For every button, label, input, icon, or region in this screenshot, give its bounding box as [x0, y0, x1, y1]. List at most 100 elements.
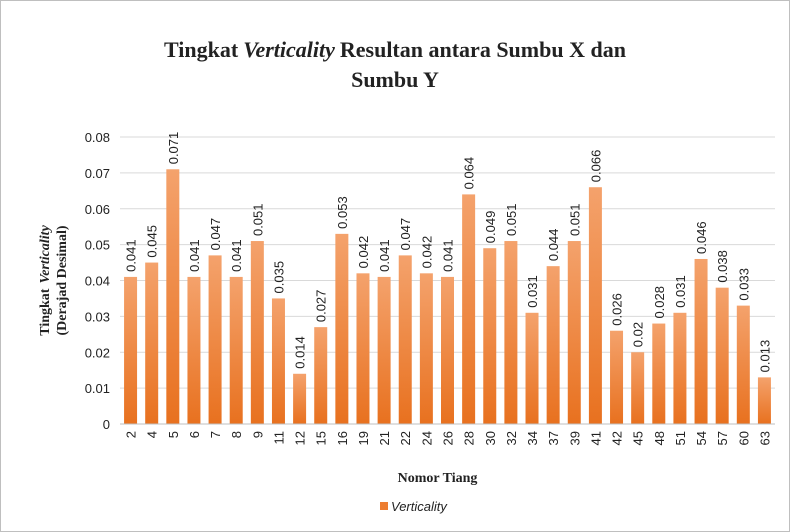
- data-label: 0.046: [694, 221, 709, 254]
- y-tick-label: 0: [103, 417, 110, 432]
- data-label: 0.027: [314, 290, 329, 323]
- data-label: 0.042: [419, 236, 434, 269]
- data-label: 0.038: [715, 250, 730, 283]
- data-label: 0.047: [398, 218, 413, 251]
- x-tick-label: 48: [652, 431, 667, 445]
- data-label: 0.013: [757, 340, 772, 373]
- x-tick-label: 42: [610, 431, 625, 445]
- bar: [567, 241, 581, 424]
- bar: [441, 276, 454, 424]
- x-tick-label: 24: [419, 431, 434, 445]
- bar: [483, 248, 497, 424]
- bar: [250, 241, 264, 424]
- data-label: 0.031: [673, 275, 688, 308]
- y-axis-label: Tingkat Verticality (Derajad Desimal): [38, 224, 70, 335]
- x-tick-label: 26: [441, 431, 456, 445]
- bar: [673, 312, 687, 424]
- bar: [610, 330, 624, 424]
- bar: [377, 276, 391, 424]
- data-label: 0.041: [187, 239, 202, 272]
- y-tick-label: 0.02: [85, 345, 110, 360]
- x-tick-label: 9: [250, 431, 265, 438]
- data-label: 0.051: [567, 203, 582, 236]
- x-tick-label: 21: [377, 431, 392, 445]
- data-label: 0.033: [736, 268, 751, 301]
- data-label: 0.071: [166, 132, 181, 165]
- x-tick-label: 45: [631, 431, 646, 445]
- data-label: 0.044: [546, 229, 561, 262]
- x-tick-label: 2: [124, 431, 139, 438]
- bar: [145, 262, 159, 424]
- y-tick-label: 0.07: [85, 166, 110, 181]
- x-tick-label: 5: [166, 431, 181, 438]
- data-label: 0.026: [610, 293, 625, 326]
- x-tick-label: 30: [483, 431, 498, 445]
- bar: [166, 169, 180, 424]
- bar: [757, 377, 771, 424]
- y-tick-label: 0.01: [85, 381, 110, 396]
- x-tick-label: 22: [398, 431, 413, 445]
- bar: [631, 352, 645, 424]
- x-tick-label: 28: [462, 431, 477, 445]
- data-label: 0.049: [483, 211, 498, 244]
- data-label: 0.051: [504, 203, 519, 236]
- text-run: Verticality: [38, 224, 53, 283]
- bar: [271, 298, 285, 424]
- x-tick-label: 54: [694, 431, 709, 445]
- x-tick-label: 11: [271, 431, 286, 445]
- x-tick-label: 6: [187, 431, 202, 438]
- x-tick-label: 15: [314, 431, 329, 445]
- bar: [715, 287, 729, 424]
- x-tick-label: 8: [229, 431, 244, 438]
- text-run: (Derajad Desimal): [55, 225, 70, 335]
- data-label: 0.064: [462, 157, 477, 190]
- x-tick-label: 51: [673, 431, 688, 445]
- bar: [419, 273, 433, 424]
- y-tick-label: 0.08: [85, 130, 110, 145]
- chart-title: Tingkat Verticality Resultan antara Sumbu …: [164, 37, 626, 92]
- legend-label: Verticality: [391, 499, 448, 514]
- data-label: 0.02: [631, 322, 646, 347]
- text-run: Sumbu Y: [351, 67, 439, 92]
- text-run: Tingkat: [38, 288, 53, 336]
- x-tick-label: 63: [757, 431, 772, 445]
- bar: [736, 305, 750, 424]
- legend-swatch: [380, 502, 388, 510]
- data-label: 0.041: [377, 239, 392, 272]
- x-tick-label: 32: [504, 431, 519, 445]
- bar: [208, 255, 222, 424]
- data-label: 0.051: [250, 203, 265, 236]
- bar: [504, 241, 518, 424]
- bar: [124, 276, 138, 424]
- data-label: 0.031: [525, 275, 540, 308]
- data-label: 0.014: [293, 336, 308, 369]
- bar: [694, 258, 708, 424]
- x-tick-label: 37: [546, 431, 561, 445]
- data-label: 0.041: [441, 239, 456, 272]
- data-label: 0.047: [208, 218, 223, 251]
- y-tick-label: 0.05: [85, 238, 110, 253]
- data-label: 0.041: [229, 239, 244, 272]
- data-label: 0.041: [124, 239, 139, 272]
- x-tick-label: 34: [525, 431, 540, 445]
- y-tick-label: 0.04: [85, 274, 110, 289]
- y-tick-label: 0.06: [85, 202, 110, 217]
- bar: [187, 276, 201, 424]
- bar: [462, 194, 476, 424]
- text-run: Resultan antara Sumbu X dan: [340, 37, 626, 62]
- x-tick-label: 41: [588, 431, 603, 445]
- bar: [652, 323, 666, 424]
- bar: [356, 273, 370, 424]
- x-tick-label: 16: [335, 431, 350, 445]
- data-label: 0.028: [652, 286, 667, 319]
- x-tick-label: 39: [567, 431, 582, 445]
- data-label: 0.042: [356, 236, 371, 269]
- bar: [335, 233, 349, 424]
- bar: [293, 373, 307, 424]
- y-tick-label: 0.03: [85, 309, 110, 324]
- data-label: 0.045: [145, 225, 160, 258]
- bar: [314, 327, 328, 424]
- bar: [546, 266, 560, 424]
